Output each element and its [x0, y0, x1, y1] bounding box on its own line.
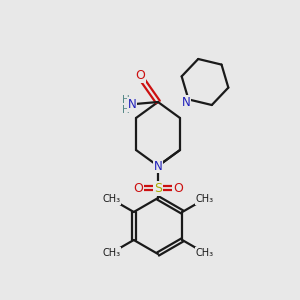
Text: S: S	[154, 182, 162, 194]
Text: O: O	[173, 182, 183, 194]
Text: N: N	[128, 98, 136, 111]
Text: H: H	[122, 94, 130, 105]
Text: O: O	[135, 69, 145, 82]
Text: N: N	[154, 160, 162, 172]
Text: CH₃: CH₃	[196, 194, 214, 204]
Text: N: N	[182, 95, 190, 109]
Text: O: O	[133, 182, 143, 194]
Text: H: H	[122, 105, 130, 115]
Text: CH₃: CH₃	[102, 248, 120, 258]
Text: CH₃: CH₃	[196, 248, 214, 258]
Text: CH₃: CH₃	[102, 194, 120, 204]
